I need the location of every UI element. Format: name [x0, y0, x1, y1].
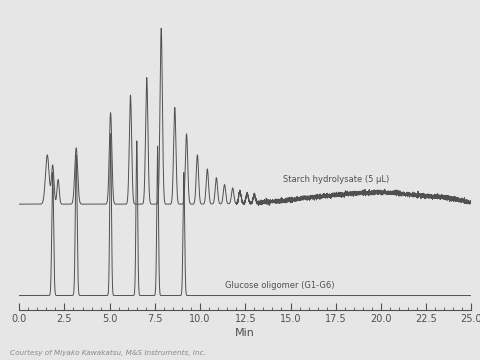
Text: Courtesy of Miyako Kawakatsu, M&S Instruments, Inc.: Courtesy of Miyako Kawakatsu, M&S Instru… [10, 350, 205, 356]
Text: Glucose oligomer (G1-G6): Glucose oligomer (G1-G6) [225, 282, 334, 291]
Text: Starch hydrolysate (5 μL): Starch hydrolysate (5 μL) [283, 175, 389, 184]
X-axis label: Min: Min [235, 328, 255, 338]
